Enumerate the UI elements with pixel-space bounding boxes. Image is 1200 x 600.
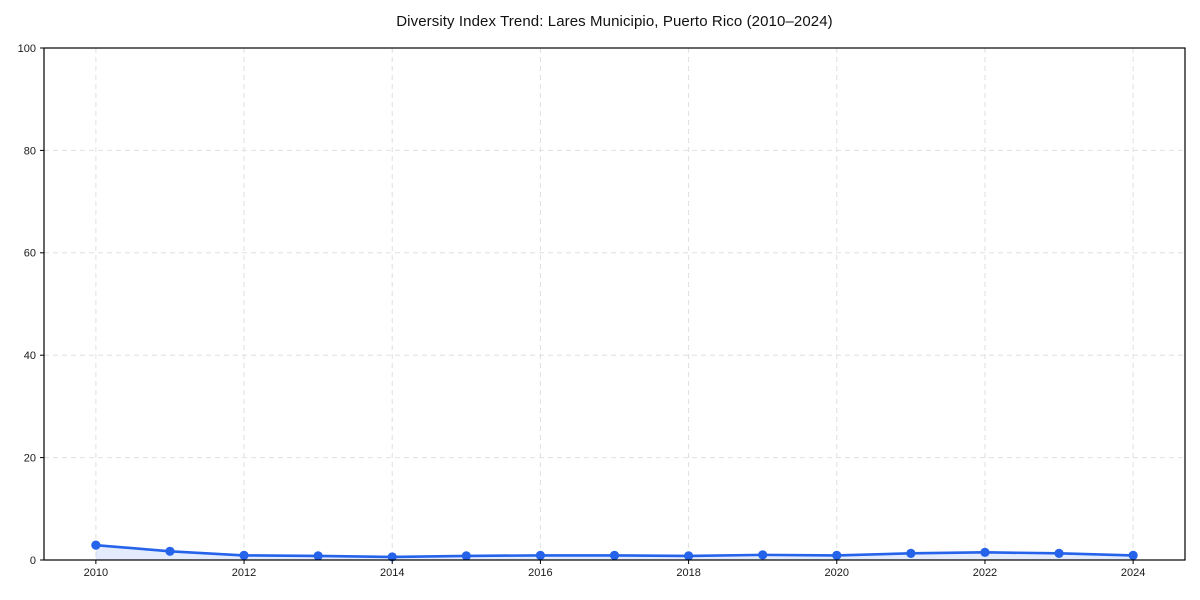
data-point-2013 (313, 551, 323, 561)
data-point-2017 (609, 550, 620, 560)
data-point-2012 (239, 550, 249, 560)
data-point-2011 (165, 546, 175, 556)
data-point-2020 (832, 550, 842, 560)
data-point-2016 (535, 550, 546, 560)
x-tick-label: 2012 (232, 567, 256, 579)
data-point-2014 (387, 552, 397, 562)
data-point-2021 (906, 548, 916, 558)
data-point-2018 (683, 551, 694, 561)
x-tick-label: 2016 (528, 567, 552, 579)
y-tick-label: 20 (24, 452, 36, 464)
y-tick-label: 60 (24, 248, 36, 260)
trend-area (95, 545, 1134, 560)
y-tick-label: 0 (30, 555, 36, 567)
data-point-2010 (91, 540, 101, 550)
y-tick-label: 80 (24, 145, 36, 157)
data-point-2024 (1128, 550, 1138, 560)
x-tick-label: 2010 (84, 567, 108, 579)
data-point-2015 (461, 551, 471, 561)
x-tick-label: 2018 (676, 567, 700, 579)
plot-border (43, 47, 1186, 561)
x-tick-label: 2014 (380, 567, 404, 579)
y-tick-label: 100 (18, 43, 36, 55)
x-tick-label: 2020 (825, 567, 849, 579)
data-point-2019 (758, 550, 768, 560)
data-point-2022 (980, 547, 990, 557)
x-tick-label: 2022 (973, 567, 997, 579)
data-point-2023 (1054, 548, 1064, 558)
y-tick-label: 40 (24, 350, 36, 362)
chart-title: Diversity Index Trend: Lares Municipio, … (396, 13, 833, 30)
x-tick-label: 2024 (1121, 567, 1145, 579)
